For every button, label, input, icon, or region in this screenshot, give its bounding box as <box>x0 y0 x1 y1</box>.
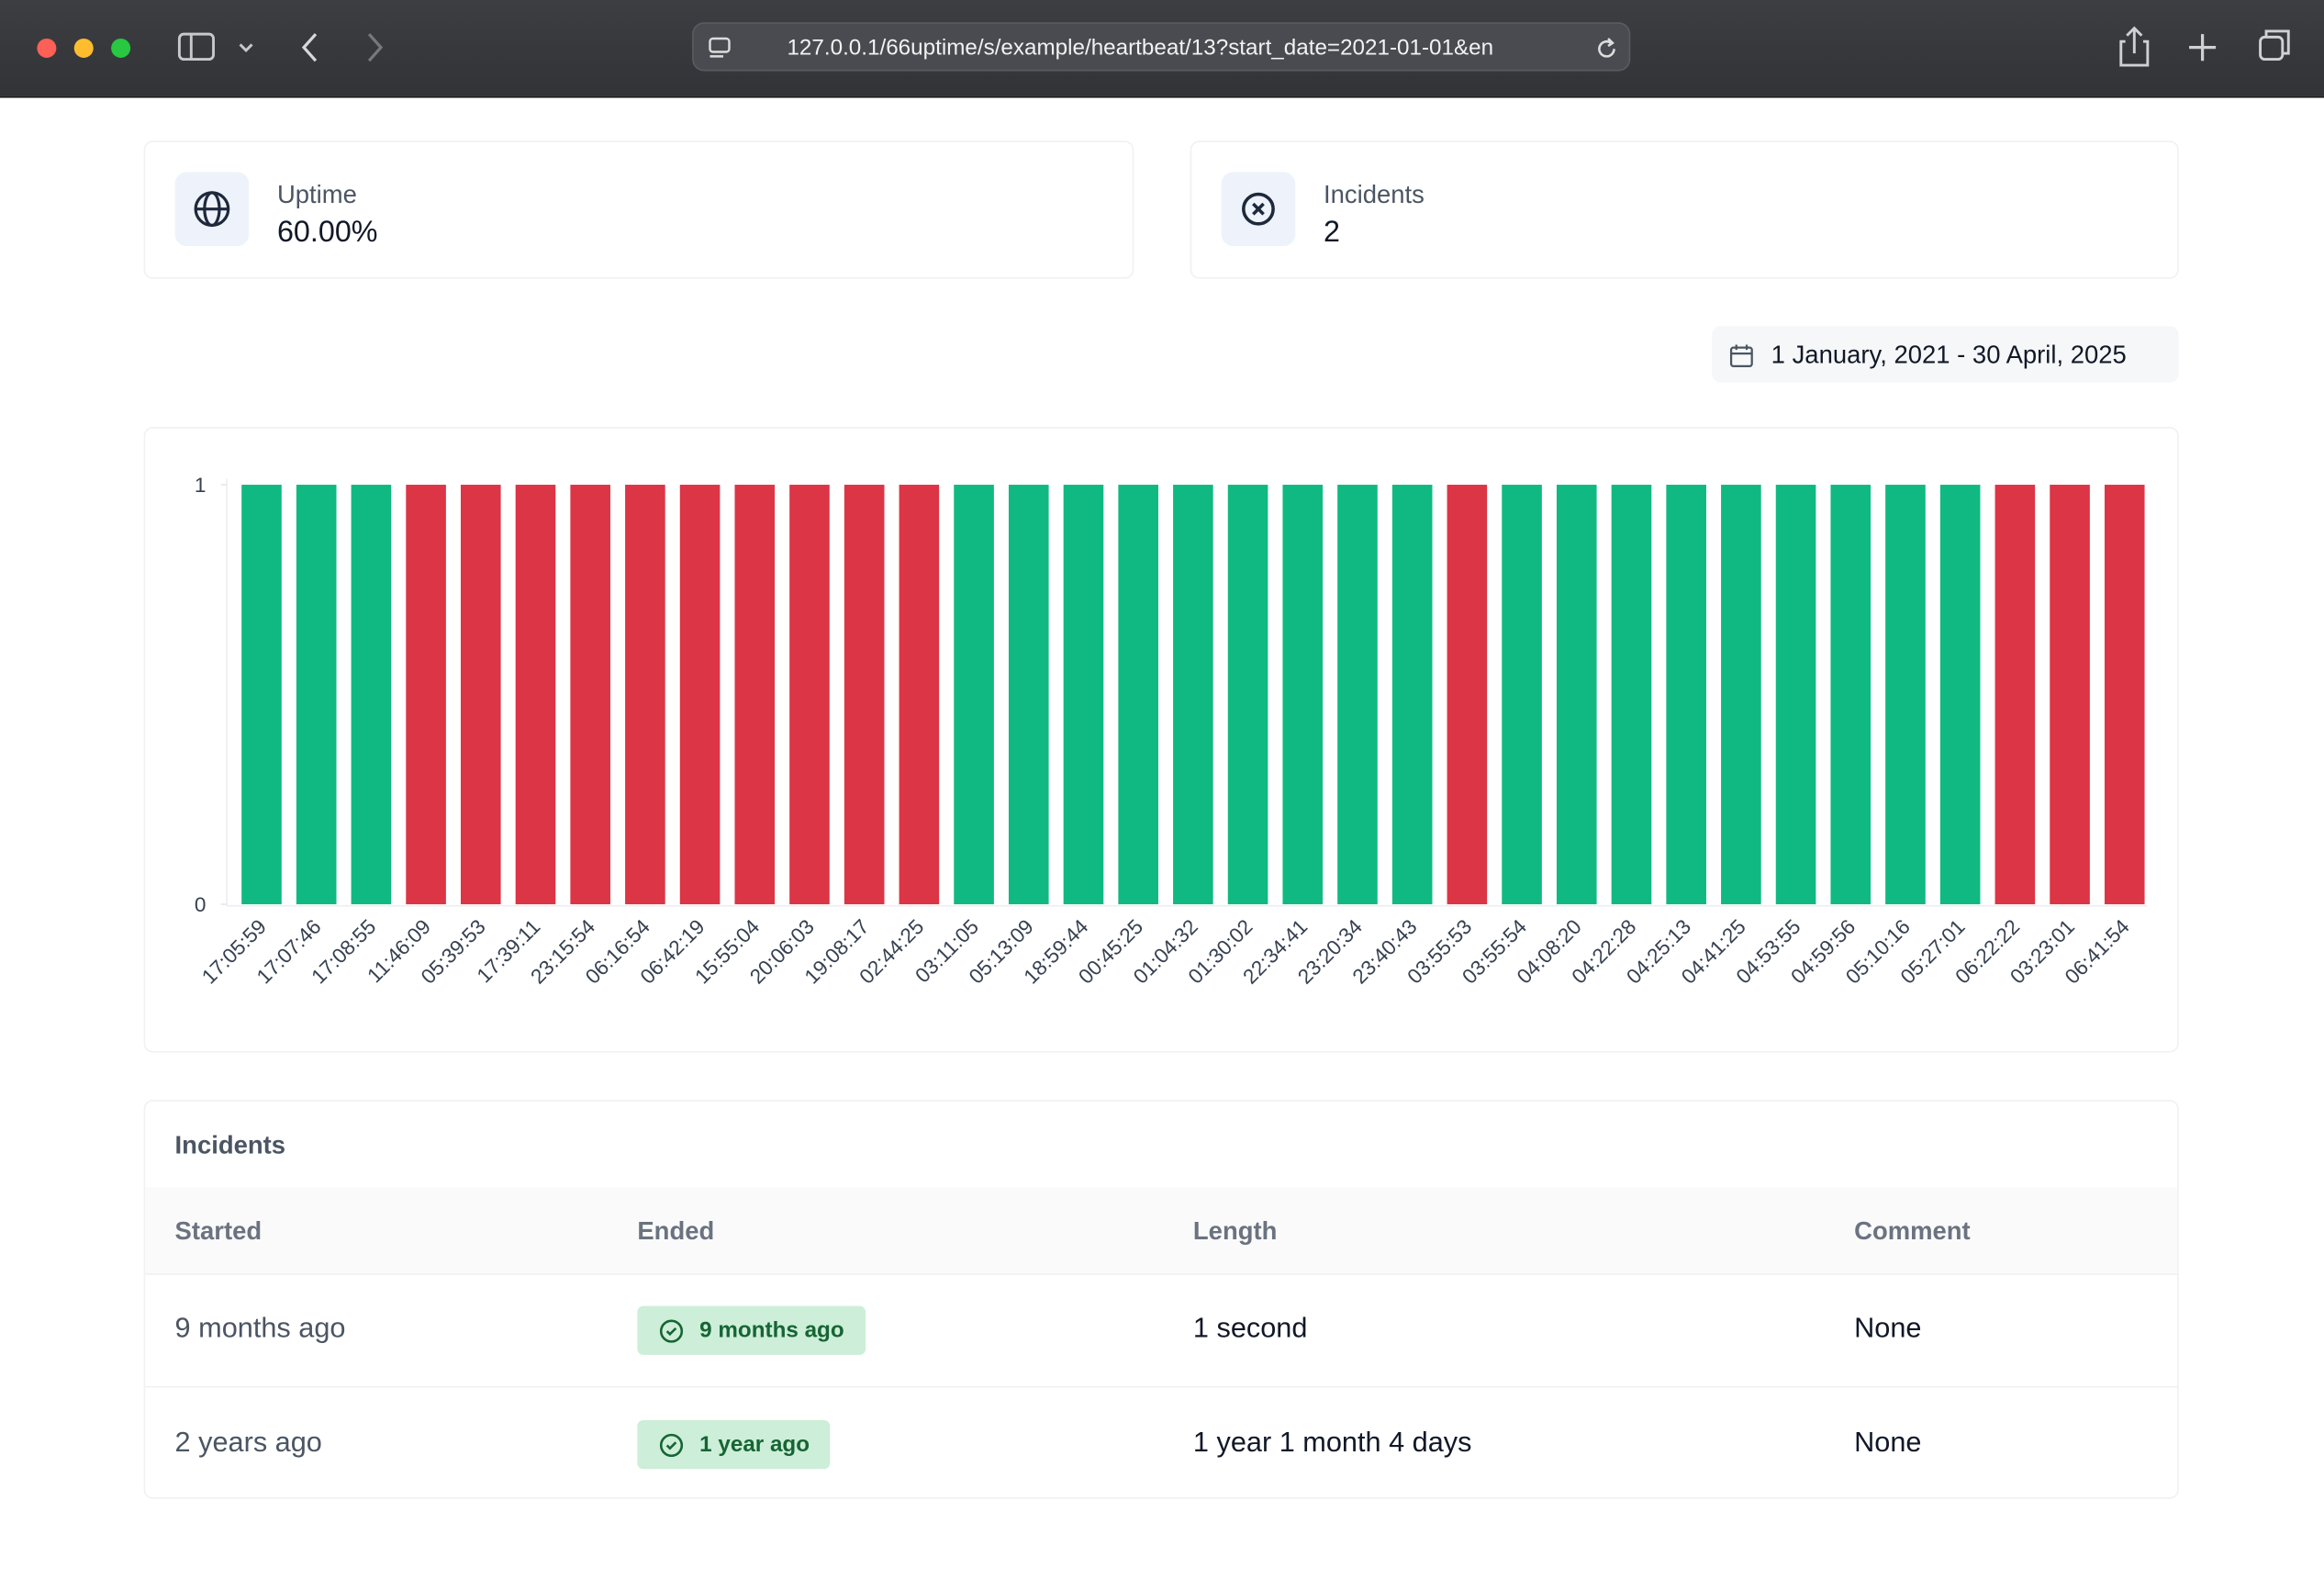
chart: 0117:05:5917:07:4617:08:5511:46:0905:39:… <box>145 429 2180 1054</box>
bar <box>2105 485 2145 904</box>
minimize-button[interactable] <box>74 39 94 58</box>
bar <box>680 485 721 904</box>
status-badge: 1 year ago <box>637 1420 830 1469</box>
table-cell: None <box>1854 1428 1921 1461</box>
bar <box>1064 485 1104 904</box>
bar <box>625 485 665 904</box>
table-cell: 2 years ago <box>175 1428 322 1461</box>
row-divider <box>145 1386 2179 1388</box>
bar <box>406 485 446 904</box>
bar <box>1776 485 1816 904</box>
chart-card: 0117:05:5917:07:4617:08:5511:46:0905:39:… <box>144 427 2179 1052</box>
url-text: 127.0.0.1/66uptime/s/example/heartbeat/1… <box>787 36 1572 61</box>
y-tick-label: 1 <box>195 474 207 497</box>
bar <box>1830 485 1871 904</box>
bar <box>1557 485 1597 904</box>
address-bar[interactable]: 127.0.0.1/66uptime/s/example/heartbeat/1… <box>692 22 1630 71</box>
date-range-button[interactable]: 1 January, 2021 - 30 April, 2025 <box>1712 326 2179 382</box>
date-range-text: 1 January, 2021 - 30 April, 2025 <box>1771 341 2127 370</box>
globe-icon <box>175 172 250 246</box>
bar <box>1337 485 1378 904</box>
stat-label: Incidents <box>1324 181 1425 210</box>
toolbar-actions[interactable] <box>2112 24 2297 72</box>
table-cell: 1 second <box>1193 1314 1308 1347</box>
bar <box>1940 485 1981 904</box>
bar <box>461 485 501 904</box>
table-cell: 1 year 1 month 4 days <box>1193 1428 1472 1461</box>
bar <box>1009 485 1049 904</box>
stat-value: 60.00% <box>277 217 378 251</box>
bar <box>1666 485 1706 904</box>
icon-box <box>175 172 250 246</box>
column-header: Started <box>175 1217 263 1247</box>
uptime-card: Uptime 60.00% <box>144 140 1134 278</box>
icon-box <box>1222 172 1296 246</box>
bar <box>516 485 556 904</box>
bar <box>1502 485 1542 904</box>
x-circle-icon <box>1222 172 1296 246</box>
badge-text: 9 months ago <box>699 1318 844 1343</box>
zoom-button[interactable] <box>111 39 130 58</box>
column-header: Comment <box>1854 1217 1971 1247</box>
bar <box>1721 485 1761 904</box>
table-cell: None <box>1854 1314 1921 1347</box>
check-icon <box>658 1318 685 1345</box>
bar <box>734 485 775 904</box>
bar <box>1447 485 1488 904</box>
bar <box>241 485 282 904</box>
incidents-table-card: Incidents Started Ended Length Comment 9 mon… <box>144 1100 2179 1498</box>
table-cell: 9 months ago <box>175 1314 346 1347</box>
bar <box>352 485 392 904</box>
nav-buttons[interactable] <box>294 29 397 65</box>
status-badge: 9 months ago <box>637 1306 865 1355</box>
y-tick-label: 0 <box>195 893 207 916</box>
badge-text: 1 year ago <box>699 1432 810 1457</box>
bar <box>1995 485 2036 904</box>
column-header: Length <box>1193 1217 1277 1247</box>
stat-value: 2 <box>1324 217 1340 251</box>
bar <box>1392 485 1433 904</box>
bar <box>296 485 337 904</box>
bar <box>954 485 994 904</box>
bar <box>1612 485 1652 904</box>
stat-label: Uptime <box>277 181 357 210</box>
reload-button[interactable] <box>1593 36 1620 62</box>
bar <box>789 485 830 904</box>
bar <box>1282 485 1323 904</box>
bar <box>1885 485 1926 904</box>
table-title: Incidents <box>175 1131 286 1160</box>
sidebar-button[interactable] <box>175 29 264 65</box>
incidents-card: Incidents 2 <box>1190 140 2179 278</box>
bar <box>844 485 885 904</box>
calendar-icon <box>1728 342 1755 369</box>
close-button[interactable] <box>37 39 56 58</box>
bar <box>2050 485 2090 904</box>
check-icon <box>658 1432 685 1459</box>
bar <box>899 485 940 904</box>
bar <box>1173 485 1213 904</box>
bar <box>570 485 610 904</box>
column-header: Ended <box>637 1217 714 1247</box>
site-icon <box>707 36 733 62</box>
bar <box>1228 485 1268 904</box>
bar <box>1118 485 1158 904</box>
browser-toolbar: 127.0.0.1/66uptime/s/example/heartbeat/1… <box>0 0 2324 98</box>
